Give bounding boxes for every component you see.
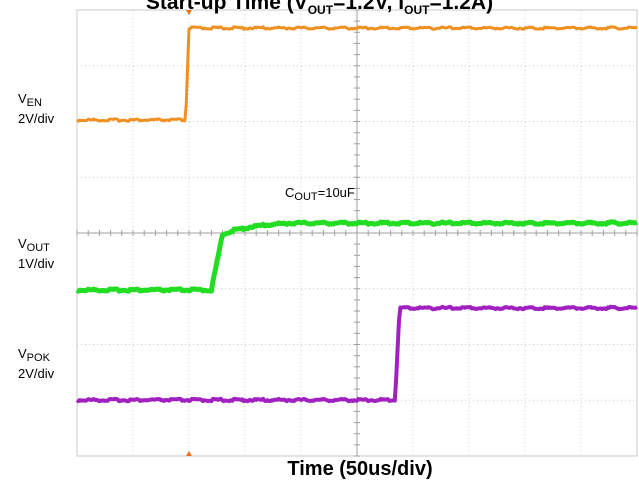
traces: [75, 25, 639, 404]
channel-scale-vout: 1V/div: [18, 256, 55, 271]
channel-label-ven: VEN 2V/div: [18, 91, 55, 126]
trigger-marker-top: [186, 10, 192, 15]
trigger-markers: [186, 10, 192, 456]
channel-label-vout: VOUT 1V/div: [18, 236, 55, 271]
channel-scale-ven: 2V/div: [18, 111, 55, 126]
trace-vout: [75, 219, 639, 294]
cout-annotation: COUT=10uF: [285, 185, 355, 203]
trace-ven: [76, 25, 638, 123]
axis-ticks: [76, 9, 638, 457]
trace-vpok: [75, 304, 638, 404]
channel-scale-vpok: 2V/div: [18, 366, 55, 381]
channel-label-vpok: VPOK 2V/div: [18, 346, 55, 381]
x-axis-label: Time (50us/div): [287, 458, 433, 480]
chart-title: Start-up Time (VOUT=1.2V, IOUT=1.2A): [145, 0, 494, 18]
trigger-marker-bottom: [186, 451, 192, 456]
